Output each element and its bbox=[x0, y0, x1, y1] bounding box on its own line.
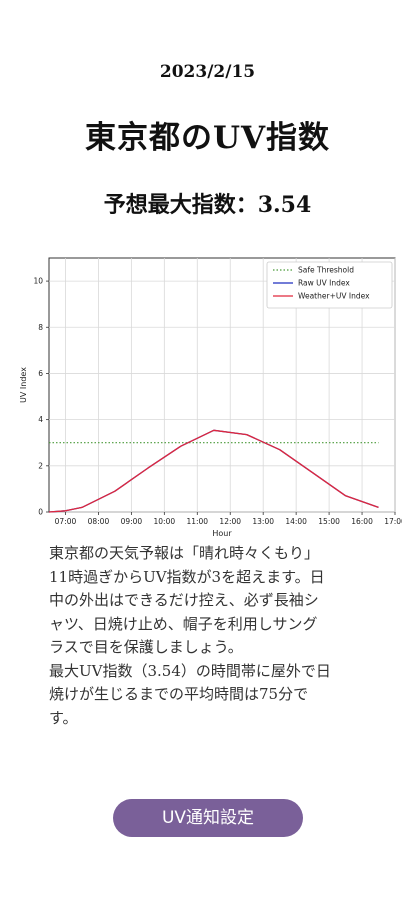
y-axis-label: UV Index bbox=[19, 367, 28, 403]
uv-chart: 07:00 08:00 09:00 10:00 11:00 12:00 13:00 14:00… bbox=[12, 252, 402, 544]
page-title: 東京都のUV指数 bbox=[84, 120, 331, 156]
x-tick-label: 11:00 bbox=[186, 517, 208, 526]
y-tick-label: 0 bbox=[38, 508, 43, 517]
max-uv-prediction: 予想最大指数：3.54 bbox=[103, 192, 312, 218]
y-tick-label: 8 bbox=[38, 323, 43, 332]
legend-label: Safe Threshold bbox=[298, 266, 354, 275]
x-axis-label: Hour bbox=[212, 529, 232, 538]
x-tick-label: 07:00 bbox=[55, 517, 77, 526]
x-tick-label: 12:00 bbox=[219, 517, 241, 526]
series-lines bbox=[48, 429, 379, 513]
y-tick-label: 10 bbox=[33, 277, 43, 286]
x-tick-label: 16:00 bbox=[351, 517, 373, 526]
y-tick-label: 4 bbox=[38, 415, 43, 424]
legend-label: Weather+UV Index bbox=[298, 292, 370, 301]
uv-advice-paragraph: 東京都の天気予報は「晴れ時々くもり」 11時過ぎからUV指数が3を超えます。日 … bbox=[49, 544, 331, 727]
y-tick-label: 6 bbox=[38, 369, 43, 378]
x-tick-label: 15:00 bbox=[318, 517, 340, 526]
x-tick-label: 08:00 bbox=[88, 517, 110, 526]
y-tick-label: 2 bbox=[38, 461, 43, 470]
forecast-date: 2023/2/15 bbox=[159, 62, 256, 82]
x-tick-label: 14:00 bbox=[285, 517, 307, 526]
axis-ticks: 07:00 08:00 09:00 10:00 11:00 12:00 13:00 14:00… bbox=[33, 277, 402, 526]
series-line-2 bbox=[48, 429, 379, 513]
uv-notification-settings-button[interactable]: UV通知設定 bbox=[113, 799, 303, 837]
uv-advice-text: 東京都の天気予報は「晴れ時々くもり」 11時過ぎからUV指数が3を超えます。日 … bbox=[49, 542, 379, 730]
chart-legend: Safe Threshold Raw UV Index Weather+UV Ind… bbox=[266, 261, 393, 309]
legend-label: Raw UV Index bbox=[298, 279, 350, 288]
x-tick-label: 09:00 bbox=[121, 517, 143, 526]
uv-chart-svg: 07:00 08:00 09:00 10:00 11:00 12:00 13:00 14:00… bbox=[19, 257, 402, 538]
x-tick-label: 13:00 bbox=[252, 517, 274, 526]
x-tick-label: 17:00 bbox=[384, 517, 402, 526]
x-tick-label: 10:00 bbox=[154, 517, 176, 526]
